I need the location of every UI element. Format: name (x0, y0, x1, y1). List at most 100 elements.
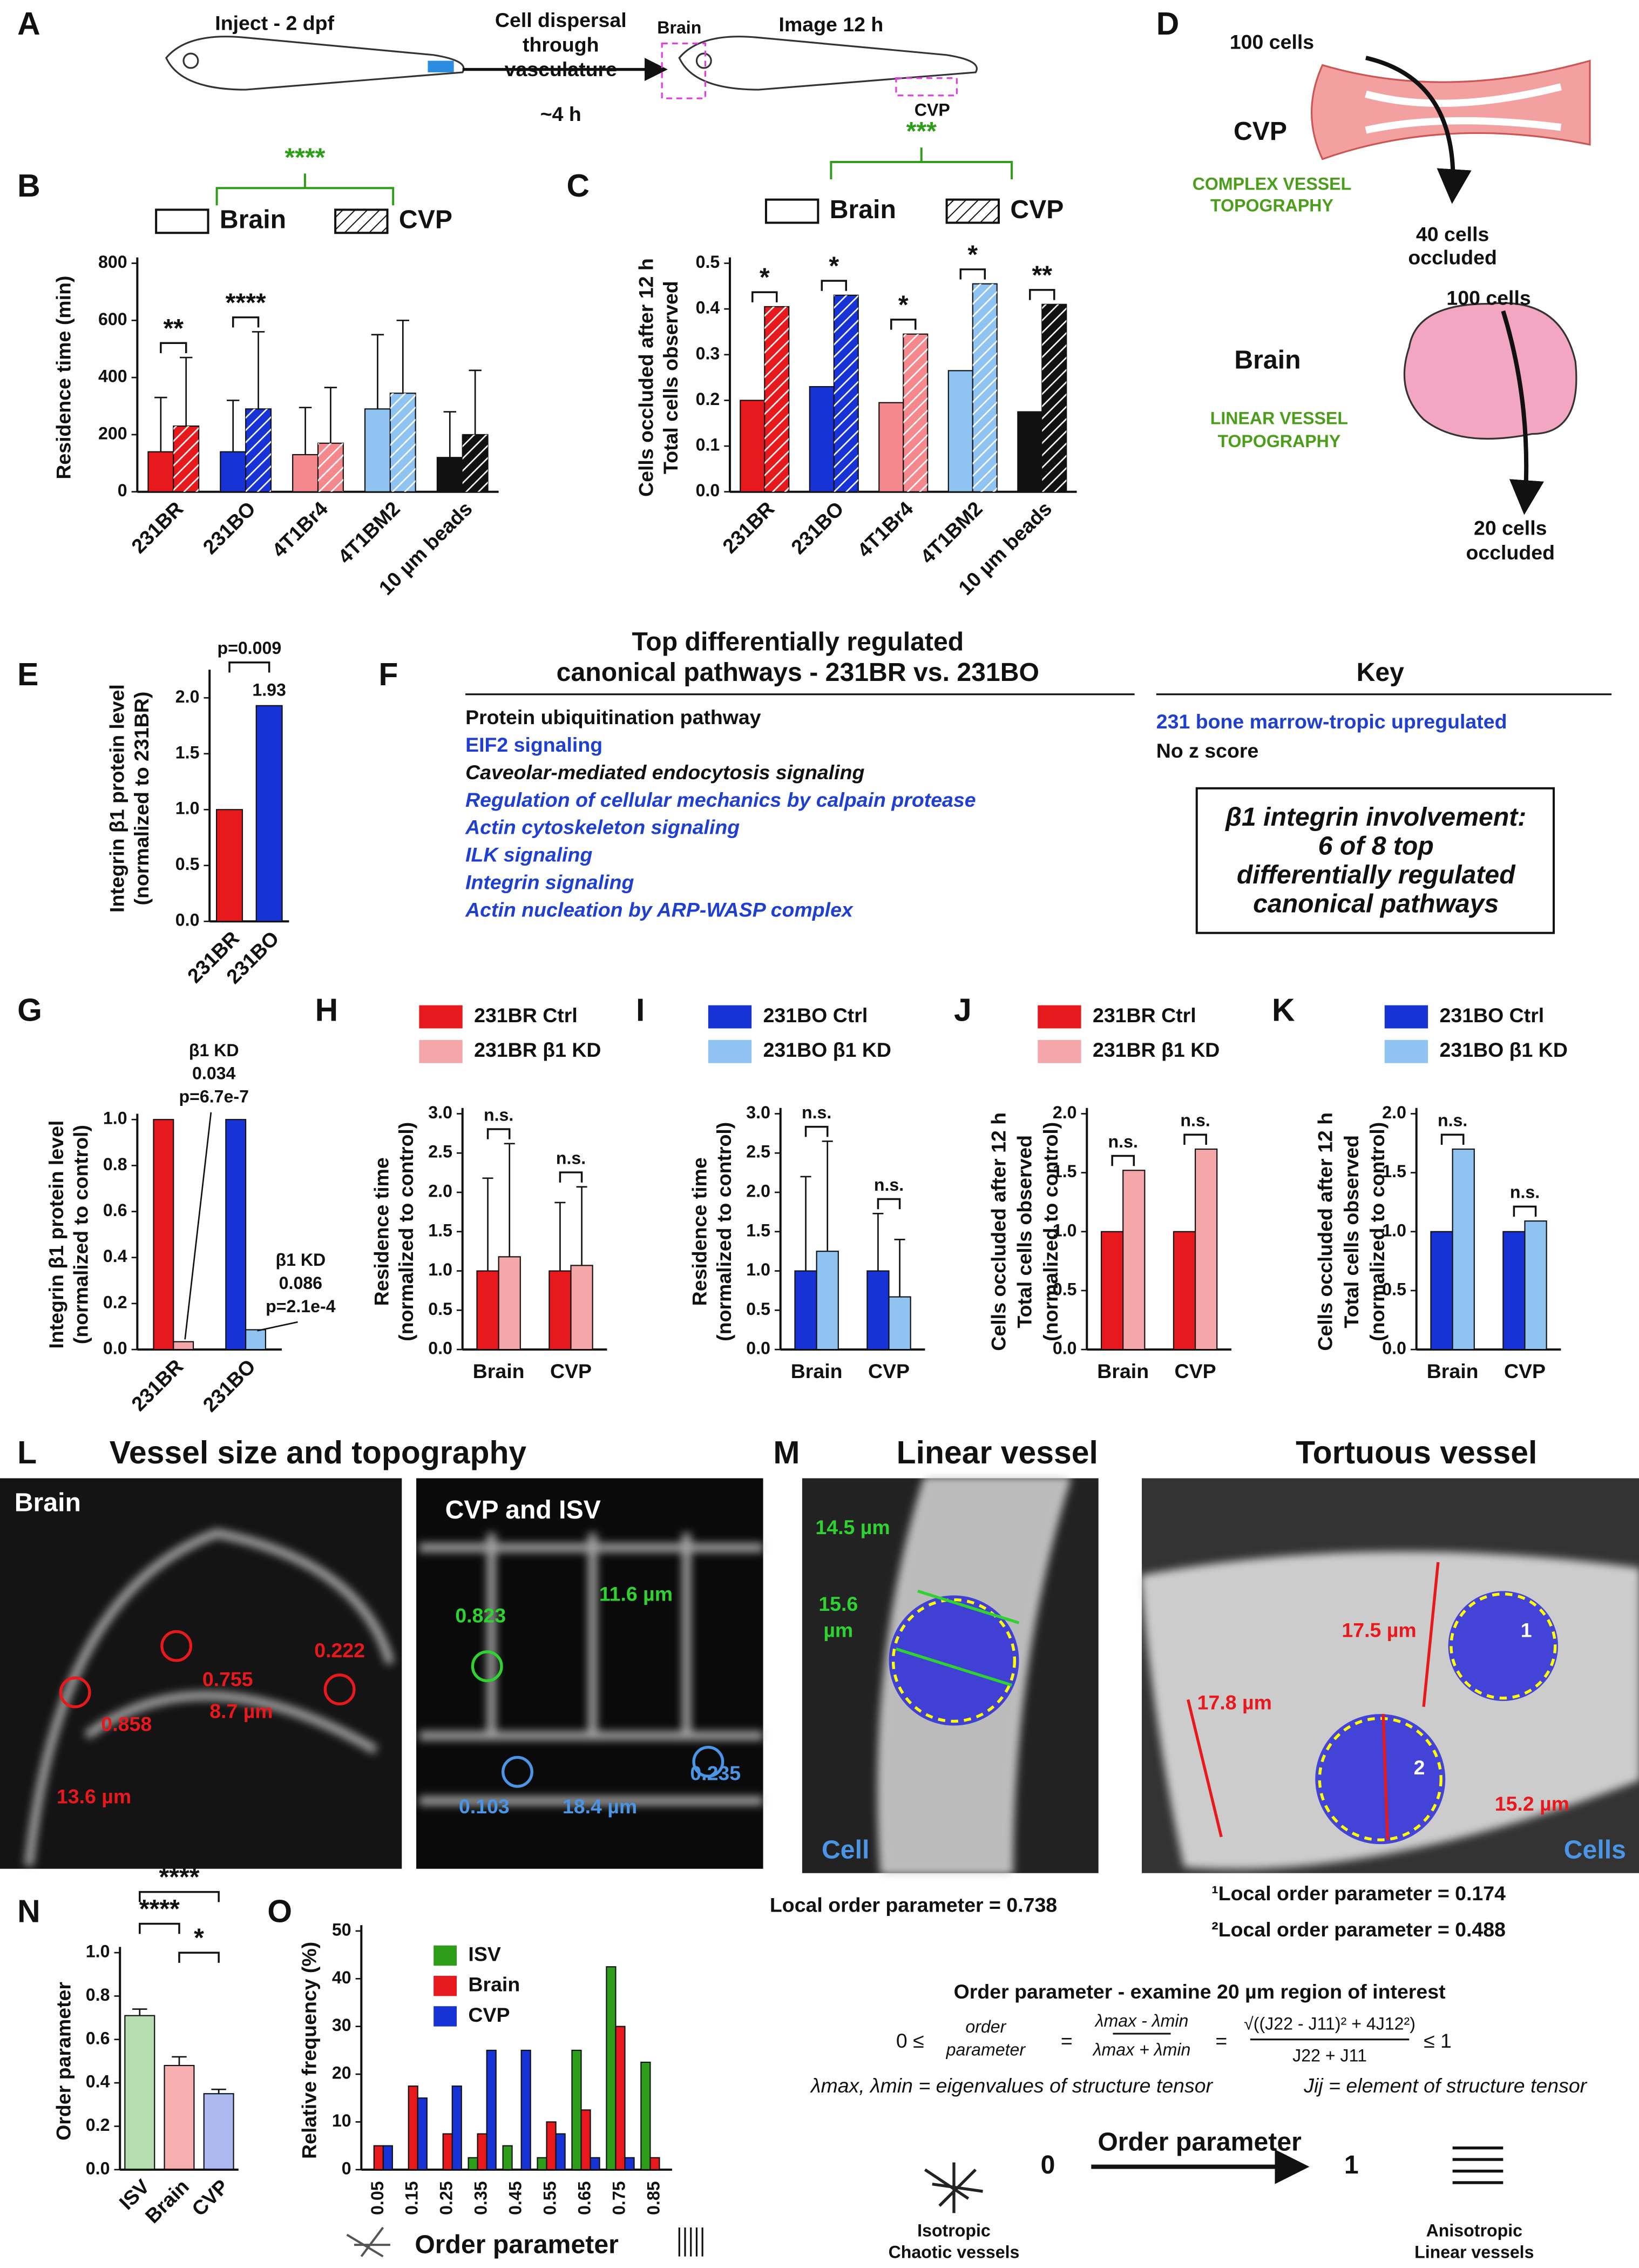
bar (1524, 1220, 1547, 1351)
bar-hatch (462, 434, 488, 492)
pathway: Caveolar-mediated endocytosis signaling (465, 761, 864, 784)
error-bar (371, 334, 384, 409)
bar (1122, 1170, 1146, 1351)
bar (878, 402, 904, 492)
y-tick-label: 3.0 (428, 1103, 452, 1122)
bar (382, 2145, 393, 2170)
error-bar (443, 411, 457, 458)
x-tick-label: 4T1BM2 (334, 497, 404, 568)
x-tick-label: Brain (473, 1360, 525, 1382)
label: Local order parameter = 0.738 (770, 1893, 1057, 1916)
label: λmax - λmin (1094, 2011, 1189, 2030)
label: CVP (1234, 117, 1287, 146)
label: Jij = element of structure tensor (1303, 2074, 1587, 2097)
y-tick-label: 0 (342, 2158, 351, 2178)
legend-label: 231BR β1 KD (474, 1038, 601, 1061)
y-tick-label: 0.0 (1382, 1339, 1406, 1358)
legend-label: 231BR β1 KD (1093, 1038, 1220, 1061)
y-tick-label: 1.5 (746, 1220, 770, 1240)
x-tick-label: 231BO (199, 497, 260, 558)
x-tick-label: Brain (1427, 1360, 1479, 1382)
legend-label: 231BR Ctrl (474, 1004, 578, 1027)
label: 17.5 µm (1342, 1618, 1416, 1641)
x-tick-label: 0.15 (402, 2181, 422, 2215)
significance-bracket (1183, 1133, 1207, 1145)
label: 0.823 (455, 1604, 506, 1627)
label: 11.6 µm (599, 1582, 673, 1605)
p-value: p=2.1e-4 (266, 1297, 336, 1316)
bar (364, 408, 391, 492)
label: J22 + J11 (1292, 2046, 1367, 2065)
label: Top differentially regulated (632, 627, 964, 657)
y-tick-label: 1.5 (1053, 1162, 1077, 1181)
significance: n.s. (1180, 1111, 1210, 1130)
legend-swatch (1038, 1040, 1081, 1063)
y-axis-label: (normalized to control) (395, 1122, 417, 1341)
label: 15.6 (818, 1592, 858, 1615)
x-tick-label: 231BR (127, 1355, 187, 1415)
note-line (184, 1112, 212, 1340)
bar-hatch (390, 393, 416, 492)
legend-label: Brain (220, 205, 286, 234)
bar-hatch (834, 295, 858, 492)
error-bar (252, 331, 265, 409)
y-tick-label: 0.0 (1053, 1339, 1077, 1358)
p-value: p=6.7e-7 (179, 1087, 249, 1106)
significance: ** (164, 314, 184, 343)
bar (147, 451, 174, 492)
schematics (0, 36, 1639, 2258)
y-tick-label: 0.4 (696, 298, 720, 318)
significance: **** (159, 1862, 199, 1892)
x-tick-label: Brain (1097, 1360, 1149, 1382)
bar (571, 2049, 582, 2170)
bar (888, 1296, 911, 1351)
label: CVP and ISV (445, 1495, 601, 1524)
bar (947, 370, 973, 492)
label: Chaotic vessels (889, 2243, 1020, 2262)
y-tick-label: 0.5 (1053, 1279, 1077, 1299)
y-tick-label: 0.0 (428, 1339, 452, 1358)
significance-bracket (1029, 289, 1055, 300)
y-tick-label: 0.2 (103, 1292, 127, 1312)
label: 100 cells (1446, 286, 1530, 309)
significance-bracket (804, 1125, 829, 1137)
y-axis-label: Total cells observed (659, 281, 682, 474)
bar (1430, 1231, 1453, 1351)
y-tick-label: 200 (98, 423, 127, 443)
legend-swatch (434, 1945, 457, 1966)
pathway: ILK signaling (465, 843, 592, 866)
label: Brain (1234, 345, 1301, 374)
label: Cells (1564, 1835, 1626, 1864)
x-tick-label: CVP (1175, 1360, 1216, 1382)
y-axis-label: Residence time (min) (52, 276, 74, 480)
label: differentially regulated (1237, 860, 1516, 889)
label: 18.4 µm (563, 1795, 637, 1818)
legend-swatch (708, 1040, 752, 1063)
label: Order parameter - examine 20 µm region o… (954, 1980, 1446, 2003)
label: ~4 h (540, 103, 581, 125)
y-tick-label: 0.8 (86, 1985, 110, 2004)
bar (520, 2049, 531, 2170)
y-tick-label: 1.0 (175, 799, 200, 818)
significance: n.s. (1510, 1183, 1540, 1202)
label: 13.6 µm (57, 1785, 131, 1807)
y-tick-label: 0.2 (696, 389, 720, 409)
label: 231 bone marrow-tropic upregulated (1156, 710, 1507, 733)
legend-label: Brain (830, 195, 896, 224)
bar (373, 2145, 384, 2170)
significance: n.s. (1108, 1132, 1138, 1151)
label: Isotropic (917, 2221, 991, 2240)
x-tick-label: 231BR (127, 497, 187, 557)
y-tick-label: 600 (98, 309, 127, 329)
legend-swatch (708, 1005, 752, 1029)
label: 0.222 (314, 1639, 365, 1662)
bar-hatch (1042, 304, 1067, 492)
legend-label: 231BO Ctrl (1440, 1004, 1545, 1027)
error-bar (179, 356, 193, 427)
y-tick-label: 1.0 (1053, 1220, 1077, 1240)
label: vasculature (505, 58, 617, 80)
error-bar (822, 1140, 833, 1252)
panel-label: M (773, 1435, 800, 1470)
error-bar (211, 2088, 226, 2094)
